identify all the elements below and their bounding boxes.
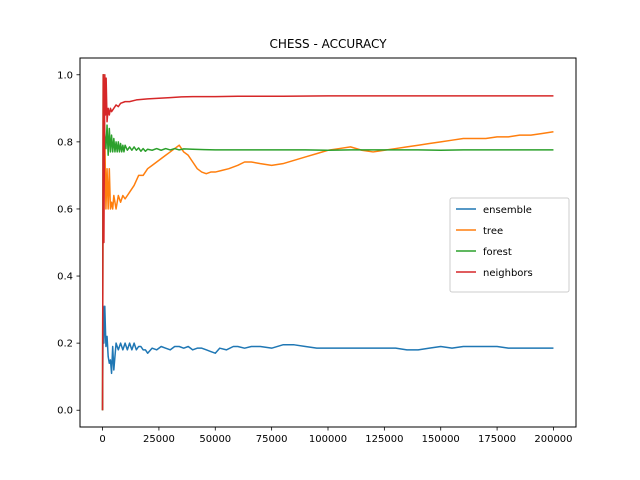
legend-label-neighbors: neighbors [483, 268, 533, 279]
y-tick-label: 0.8 [57, 137, 73, 148]
y-tick-label: 0.2 [57, 339, 73, 350]
series-line-forest [101, 74, 554, 411]
x-tick-label: 125000 [365, 434, 403, 445]
legend-label-forest: forest [483, 247, 512, 258]
y-tick-label: 0.0 [57, 406, 73, 417]
y-tick-label: 0.6 [57, 204, 73, 215]
legend-label-tree: tree [483, 226, 503, 237]
legend-label-ensemble: ensemble [483, 205, 532, 216]
x-tick-label: 175000 [478, 434, 516, 445]
series-line-tree [101, 74, 554, 411]
x-axis: 0 25000 50000 75000 100000 125000 150000 175000… [99, 427, 573, 445]
x-tick-label: 75000 [256, 434, 288, 445]
x-tick-label: 100000 [309, 434, 347, 445]
y-axis: 0.0 0.2 0.4 0.6 0.8 1.0 [57, 70, 80, 417]
y-tick-label: 1.0 [57, 70, 73, 81]
series-line-ensemble [101, 305, 554, 411]
x-tick-label: 50000 [199, 434, 231, 445]
x-tick-label: 150000 [422, 434, 460, 445]
series-line-neighbors [101, 74, 554, 411]
y-tick-label: 0.4 [57, 272, 73, 283]
legend: ensemble tree forest neighbors [449, 197, 570, 293]
chart-title: CHESS - ACCURACY [269, 37, 387, 51]
x-tick-label: 200000 [534, 434, 572, 445]
x-tick-label: 0 [99, 434, 105, 445]
legend-box [449, 197, 570, 293]
x-tick-label: 25000 [143, 434, 175, 445]
series-layer [101, 74, 554, 411]
